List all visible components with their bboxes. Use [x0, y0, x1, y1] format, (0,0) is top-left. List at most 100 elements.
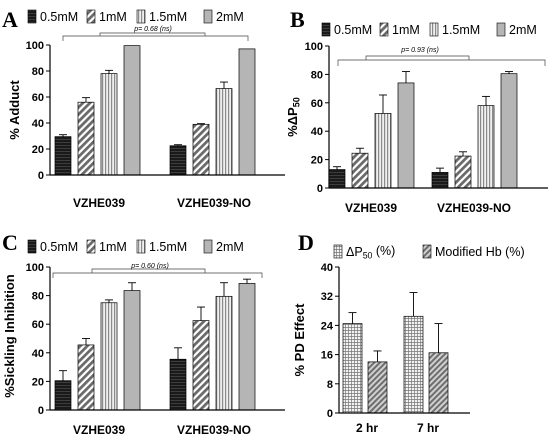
- bar: [477, 105, 495, 189]
- legend-swatch-1mm: [86, 9, 96, 24]
- y-axis-title-c: %Sickling Inhibition: [2, 274, 17, 398]
- legend-label-1mm: 1mM: [99, 240, 127, 254]
- y-tick-label: 24: [321, 320, 334, 332]
- panel-d: ΔP50 (%) Modified Hb (%) 0 8 16 24 32 40 % PD…: [292, 244, 525, 435]
- legend-label-15mm: 1.5mM: [149, 240, 187, 254]
- y-tick-label: 40: [32, 118, 44, 130]
- bar: [454, 155, 472, 189]
- legend-swatch-2mm: [203, 9, 213, 24]
- bars-b: [328, 71, 518, 189]
- panel-label-c: C: [2, 230, 18, 255]
- y-tick-label: 40: [32, 348, 44, 360]
- category-label-a-1: VZHE039-NO: [177, 196, 251, 210]
- legend-d: ΔP50 (%) Modified Hb (%): [333, 244, 525, 261]
- legend-label-1mm: 1mM: [99, 10, 127, 24]
- bar: [342, 323, 363, 414]
- panel-label-b: B: [290, 7, 305, 32]
- legend-c: 0.5mM 1mM 1.5mM 2mM: [27, 239, 244, 254]
- panel-label-d: D: [298, 230, 314, 255]
- panel-b: 0.5mM 1mM 1.5mM 2mM 0 20 40 60 80 100 %ΔP50 p…: [285, 22, 548, 215]
- legend-swatch-modified-hb: [422, 244, 432, 259]
- significance-a: p= 0.68 (ns): [133, 26, 172, 33]
- legend-swatch-05mm: [27, 9, 37, 24]
- y-tick-label: 0: [317, 183, 323, 195]
- legend-swatch-05mm: [27, 239, 37, 254]
- legend-label-2mm: 2mM: [216, 10, 244, 24]
- y-tick-label: 100: [26, 262, 44, 274]
- y-axis-a: 0 20 40 60 80 100 % Adduct: [7, 40, 51, 182]
- y-axis-title-d: % PD Effect: [292, 303, 307, 377]
- y-tick-label: 40: [311, 126, 323, 138]
- y-tick-label: 16: [321, 350, 333, 362]
- bar: [77, 344, 95, 411]
- ticks-d: 0 8 16 24 32 40: [321, 262, 339, 420]
- bar: [215, 295, 233, 411]
- y-tick-label: 8: [327, 379, 333, 391]
- y-tick-label: 40: [321, 262, 333, 274]
- legend-label-15mm: 1.5mM: [149, 10, 187, 24]
- bracket-a: p= 0.68 (ns): [62, 26, 249, 41]
- ticks-b: 0 20 40 60 80 100: [305, 41, 329, 195]
- legend-swatch-1mm: [379, 22, 389, 37]
- y-tick-label: 60: [311, 98, 323, 110]
- bar: [238, 283, 256, 411]
- legend-label-15mm: 1.5mM: [442, 23, 480, 37]
- y-tick-label: 80: [32, 291, 44, 303]
- y-tick-label: 100: [26, 40, 44, 52]
- legend-swatch-1mm: [86, 239, 96, 254]
- legend-b: 0.5mM 1mM 1.5mM 2mM: [321, 22, 537, 37]
- y-axis-d: 0 8 16 24 32 40 % PD Effect: [292, 262, 340, 420]
- bar: [328, 169, 346, 189]
- bar: [403, 315, 424, 414]
- legend-label-2mm: 2mM: [509, 23, 537, 37]
- legend-label-2mm: 2mM: [216, 240, 244, 254]
- y-tick-label: 80: [32, 66, 44, 78]
- category-label-d-0: 2 hr: [356, 421, 378, 435]
- bar: [428, 352, 449, 414]
- ticks-a: 0 20 40 60 80 100: [26, 40, 50, 182]
- bar: [192, 123, 210, 176]
- category-label-c-0: VZHE039: [73, 423, 125, 437]
- legend-swatch-2mm: [203, 239, 213, 254]
- bar: [431, 172, 449, 189]
- bar: [500, 73, 518, 189]
- category-label-c-1: VZHE039-NO: [177, 423, 251, 437]
- legend-label-1mm: 1mM: [392, 23, 420, 37]
- legend-swatch-15mm: [136, 239, 146, 254]
- bar: [374, 113, 392, 189]
- legend-label-modified-hb: Modified Hb (%): [435, 245, 525, 259]
- y-axis-title-b-main: %ΔP50: [285, 97, 302, 137]
- category-label-b-1: VZHE039-NO: [437, 201, 511, 215]
- bar: [123, 290, 141, 411]
- panel-c: 0.5mM 1mM 1.5mM 2mM 0 20 40 60 80 100 %Sickli…: [2, 239, 285, 437]
- y-tick-label: 32: [321, 291, 333, 303]
- bar: [397, 82, 415, 189]
- y-axis-c: 0 20 40 60 80 100 %Sickling Inhibition: [2, 262, 51, 417]
- panel-label-a: A: [2, 7, 18, 32]
- bracket-c: p= 0.60 (ns): [52, 263, 263, 278]
- bar: [169, 358, 187, 411]
- bar: [100, 302, 118, 411]
- legend-label-05mm: 0.5mM: [40, 10, 78, 24]
- legend-swatch-2mm: [496, 22, 506, 37]
- legend-label-05mm: 0.5mM: [40, 240, 78, 254]
- bar: [351, 152, 369, 189]
- significance-c: p= 0.60 (ns): [130, 263, 169, 270]
- y-axis-title-a: % Adduct: [7, 80, 22, 140]
- y-tick-label: 20: [311, 155, 323, 167]
- legend-swatch-dp50: [333, 244, 343, 259]
- bars-a: [54, 45, 256, 176]
- bar: [54, 136, 72, 176]
- bar: [169, 145, 187, 176]
- bar: [100, 73, 118, 176]
- legend-label-dp50: ΔP50 (%): [346, 244, 395, 261]
- y-tick-label: 20: [32, 376, 44, 388]
- legend-label-05mm: 0.5mM: [334, 23, 372, 37]
- bars-c: [54, 278, 256, 411]
- y-axis-b: 0 20 40 60 80 100 %ΔP50: [285, 41, 330, 195]
- bar: [192, 320, 210, 411]
- bar: [238, 48, 256, 176]
- bracket-b: p= 0.93 (ns): [337, 47, 546, 66]
- legend-swatch-05mm: [321, 22, 331, 37]
